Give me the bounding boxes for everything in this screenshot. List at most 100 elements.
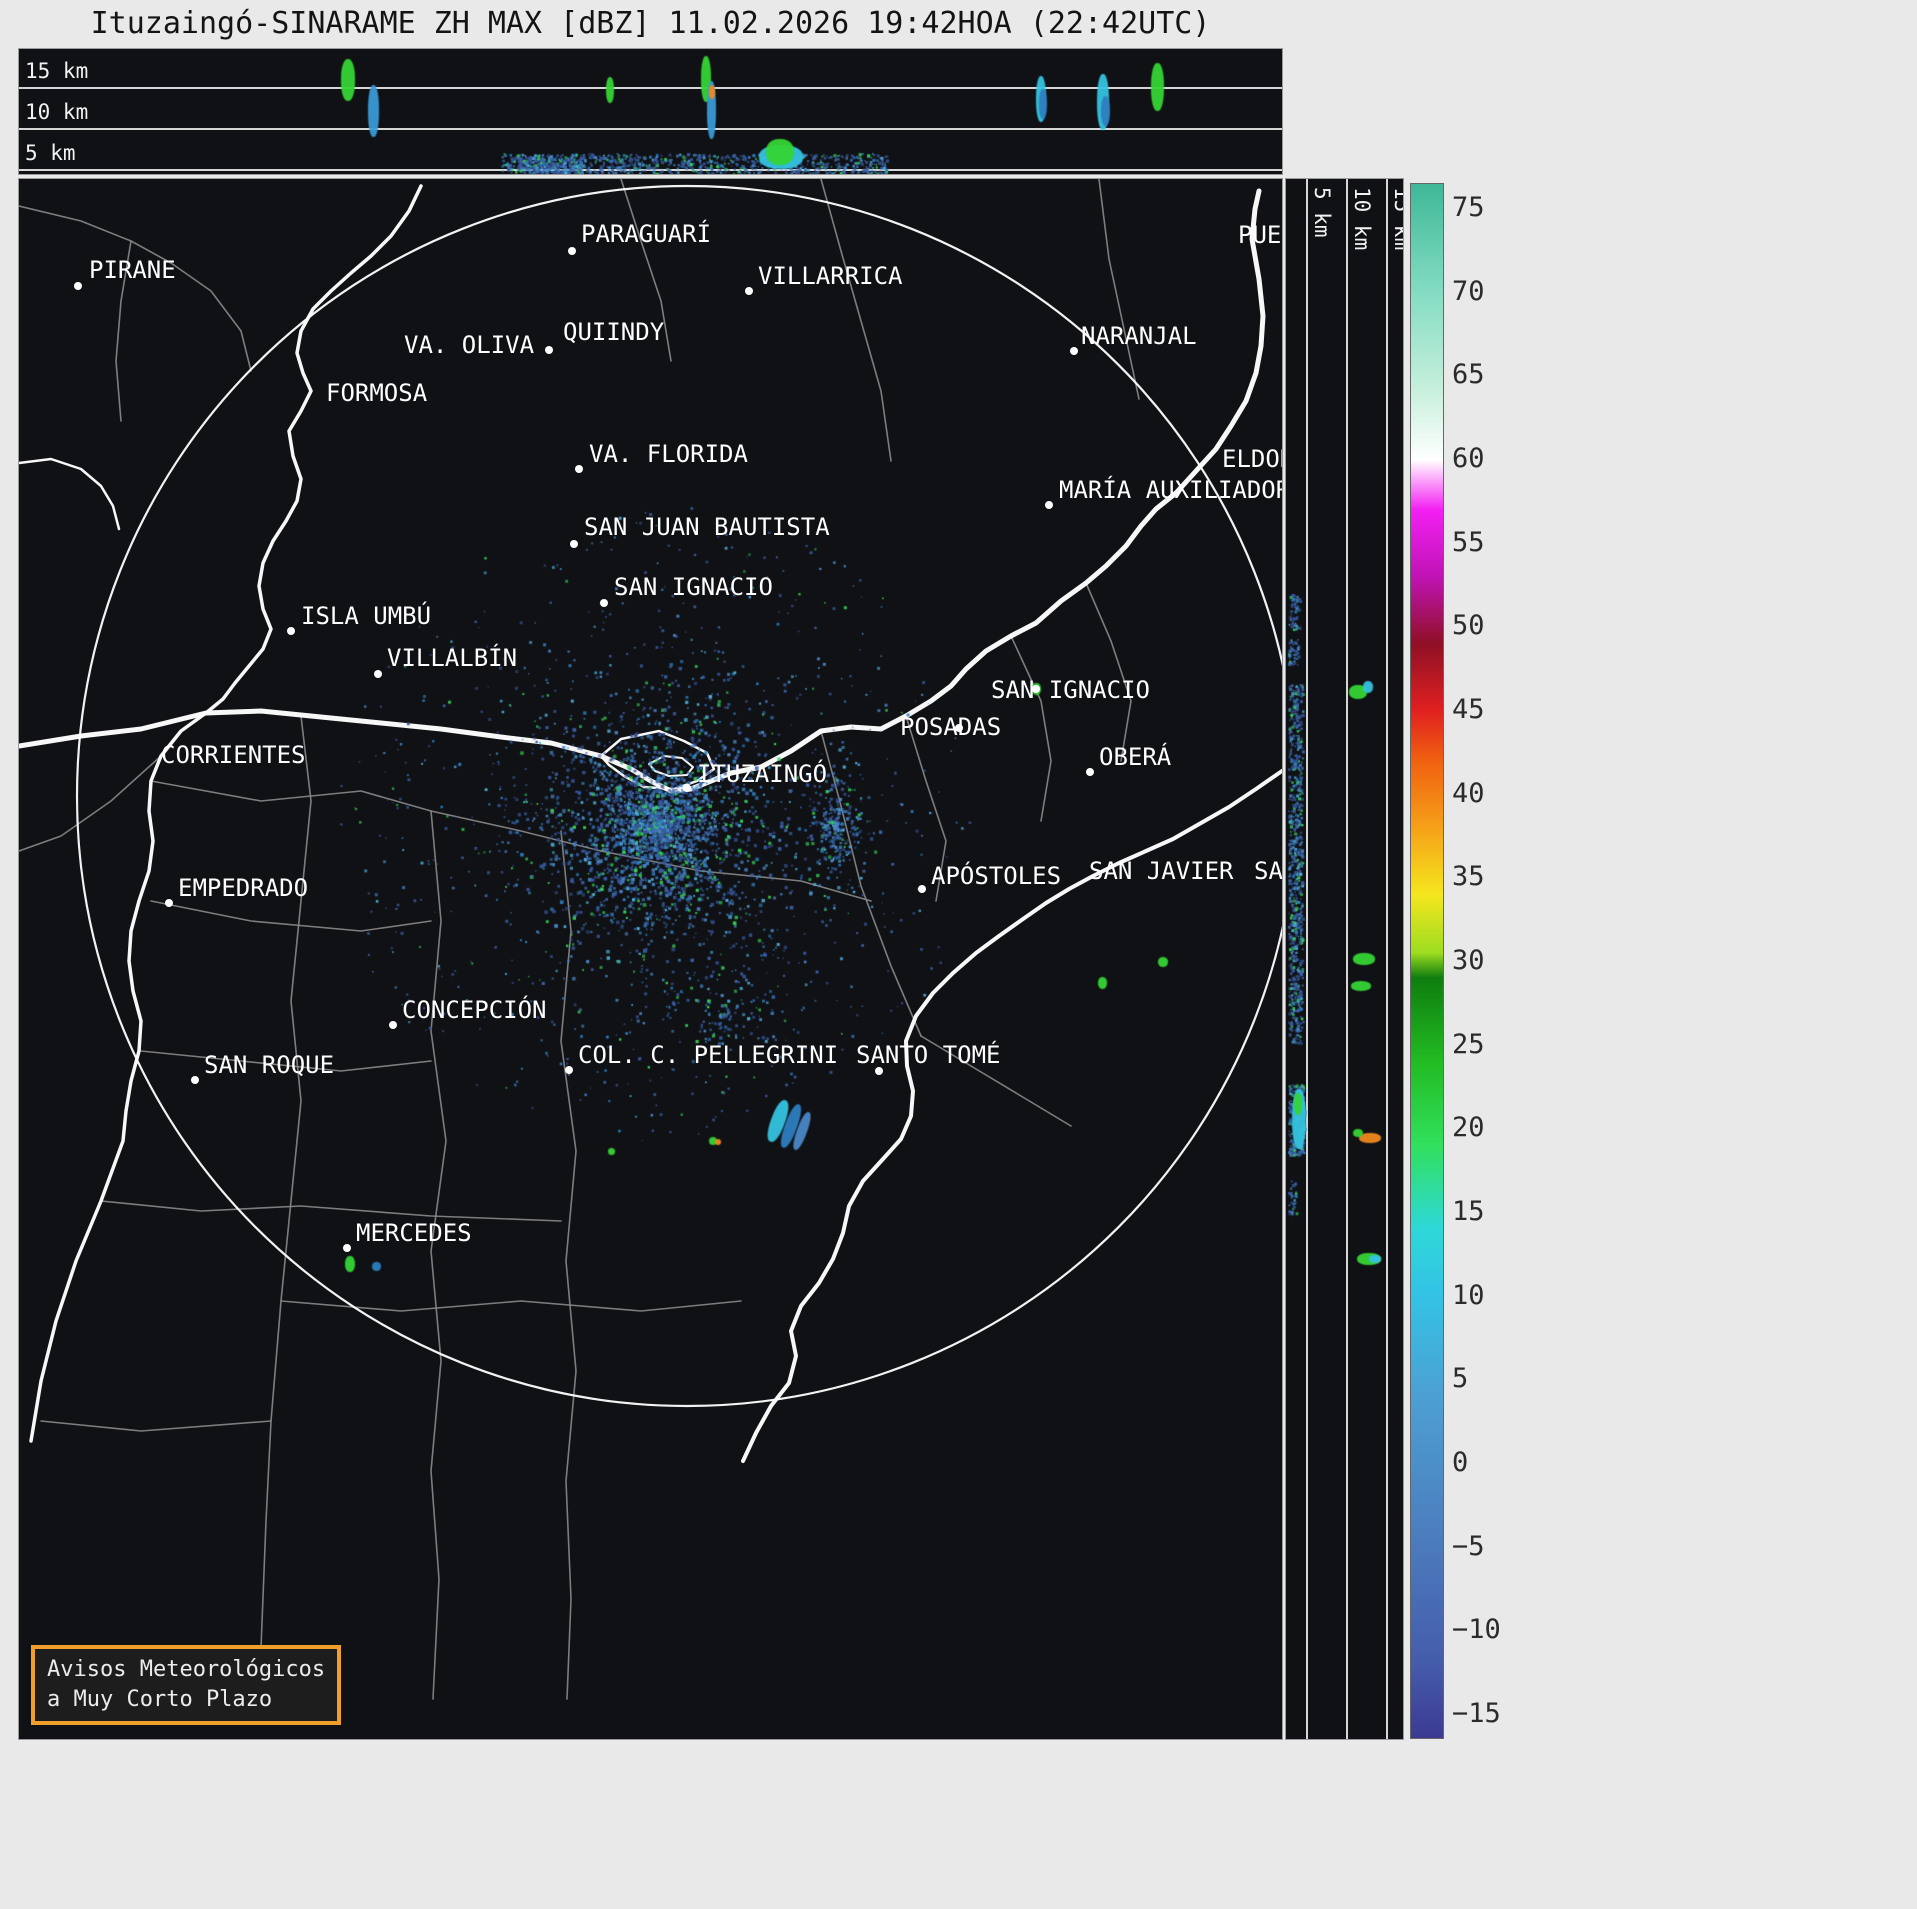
city-marker-ituzaing [683,784,691,792]
radar-echo [1158,957,1168,967]
city-label-ap-stoles: APÓSTOLES [931,862,1062,890]
city-marker-villalb-n [374,670,382,678]
colorbar-tick-label: 30 [1452,945,1485,976]
radar-echo [707,81,716,139]
radar-echo [1098,977,1107,989]
city-label-eldorado: ELDORADO [1222,445,1282,473]
city-marker-va-oliva [545,346,553,354]
altitude-label: 10 km [25,100,89,124]
city-label-san-javier: SAN JAVIER [1089,857,1234,885]
colorbar-tick-label: 60 [1452,443,1485,475]
altitude-label: 5 km [25,141,76,165]
radar-echo [1359,1133,1381,1143]
city-label-villalb-n: VILLALBÍN [387,644,518,672]
radar-echo [1151,63,1164,111]
colorbar-tick-label: 75 [1452,192,1485,224]
radar-echo [1039,89,1047,119]
city-marker-concepci-n [389,1021,397,1029]
city-label-ituzaing: ITUZAINGÓ [697,760,828,788]
page-title: Ituzaingó-SINARAME ZH MAX [dBZ] 11.02.20… [90,6,1211,41]
side-clutter-canvas [1286,179,1403,1739]
city-label-paraguar: PARAGUARÍ [581,220,712,248]
colorbar-tick-label: 55 [1452,526,1485,558]
city-label-empedrado: EMPEDRADO [178,874,309,902]
city-marker-empedrado [165,899,173,907]
dbz-colorbar [1410,183,1444,1739]
radar-echo [709,85,715,99]
city-label-san-juan-bautista: SAN JUAN BAUTISTA [584,513,830,541]
city-label-puerto: PUERTO [1238,221,1282,249]
city-marker-ap-stoles [918,885,926,893]
city-marker-san-ignacio [1032,685,1040,693]
city-label-san: SAN [1254,857,1283,885]
radar-echo [372,1262,381,1271]
radar-echo [1349,685,1367,699]
radar-map: PIRANE PARAGUARÍ VILLARRICA QUIINDY VA. OLIV… [18,178,1283,1740]
city-label-posadas: POSADAS [900,713,1002,741]
city-marker-paraguar [568,247,576,255]
city-label-villarrica: VILLARRICA [758,262,903,290]
radar-echo [341,59,355,101]
radar-echo [766,139,794,165]
city-label-mar-a-auxiliadora: MARÍA AUXILIADORA [1059,476,1283,504]
warning-line2: a Muy Corto Plazo [47,1687,273,1712]
vertical-cross-section-top: 15 km 10 km 5 km [18,48,1283,175]
colorbar-tick-label: 70 [1452,275,1485,307]
city-marker-ober [1086,768,1094,776]
radar-echo [1363,681,1373,693]
city-label-naranjal: NARANJAL [1081,322,1197,350]
altitude-label: 15 km [1390,187,1404,251]
radar-echo [608,1148,615,1155]
colorbar-tick-label: 20 [1452,1112,1485,1144]
footer: Servicio Meteorológico Nacional Argentin… [0,1745,1917,1909]
radar-echo [606,77,614,103]
top-clutter-canvas [19,49,1282,174]
radar-echo [701,56,711,102]
city-marker-villarrica [745,287,753,295]
city-label-pirane: PIRANE [89,256,176,284]
city-label-san-ignacio: SAN IGNACIO [991,676,1150,704]
city-marker-mercedes [343,1244,351,1252]
city-label-san-ignacio: SAN IGNACIO [614,573,773,601]
city-label-san-roque: SAN ROQUE [204,1051,335,1079]
city-label-santo-tom: SANTO TOMÉ [856,1041,1001,1069]
city-marker-naranjal [1070,347,1078,355]
city-label-ober: OBERÁ [1099,743,1172,771]
city-label-formosa: FORMOSA [326,379,428,407]
colorbar-tick-label: 40 [1452,777,1485,809]
city-label-col-c-pellegrini: COL. C. PELLEGRINI [578,1041,839,1069]
city-label-mercedes: MERCEDES [356,1219,472,1247]
radar-echo [1351,981,1371,991]
colorbar-tick-label: −5 [1452,1530,1485,1562]
city-marker-va-florida [575,465,583,473]
colorbar-tick-label: 25 [1452,1028,1485,1060]
radar-echo [1369,1255,1381,1263]
city-label-corrientes: CORRIENTES [161,741,306,769]
colorbar-tick-label: 15 [1452,1195,1485,1227]
colorbar-tick-label: 65 [1452,359,1485,391]
city-marker-san-ignacio [600,599,608,607]
radar-echo [1353,953,1375,965]
city-label-isla-umb: ISLA UMBÚ [301,602,432,630]
city-label-concepci-n: CONCEPCIÓN [402,996,547,1024]
radar-echo [715,1139,721,1145]
radar-echo [1353,1129,1363,1137]
altitude-label: 10 km [1350,187,1374,251]
city-marker-mar-a-auxiliadora [1045,501,1053,509]
radar-echo [345,1256,355,1272]
city-marker-san-juan-bautista [570,540,578,548]
warning-badge: Avisos Meteorológicos a Muy Corto Plazo [31,1645,342,1725]
colorbar-tick-label: −15 [1452,1697,1501,1729]
radar-echo [368,85,379,137]
colorbar-tick-label: 5 [1452,1363,1469,1395]
city-label-va-florida: VA. FLORIDA [589,440,748,468]
altitude-label: 15 km [25,59,89,83]
colorbar-tick-label: 10 [1452,1279,1485,1311]
city-marker-san-roque [191,1076,199,1084]
radar-echo [1101,96,1110,126]
colorbar-tick-label: 35 [1452,861,1485,893]
radar-echo [1294,1093,1302,1115]
city-marker-santo-tom [875,1067,883,1075]
city-marker-col-c-pellegrini [565,1066,573,1074]
